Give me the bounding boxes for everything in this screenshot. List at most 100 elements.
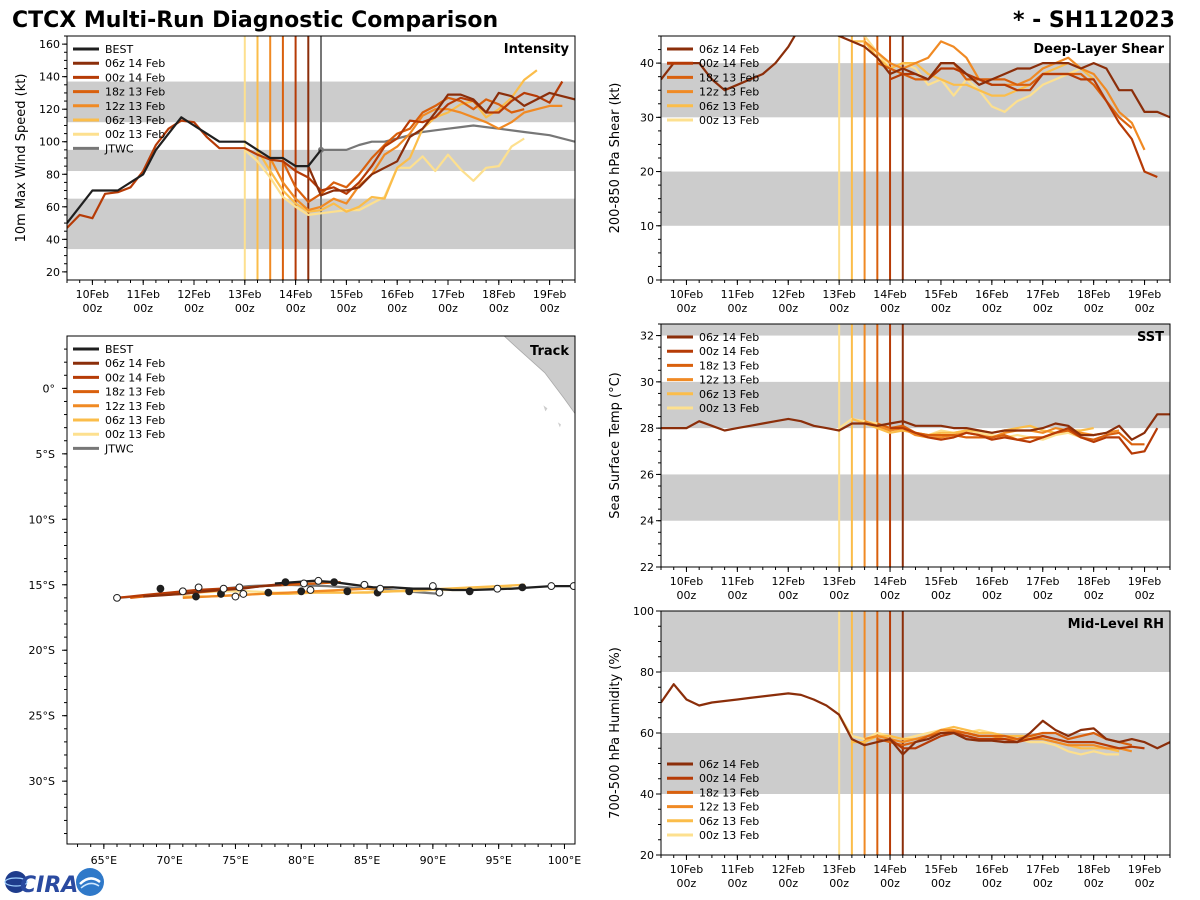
intensity-series-12z-13-feb	[269, 104, 563, 212]
rh-shade-band	[661, 611, 1170, 672]
satellite-badge-icon	[76, 868, 104, 896]
track-position-marker	[465, 587, 474, 596]
intensity-ytick-label: 60	[46, 201, 60, 214]
track-xtick-label: 85°E	[354, 854, 380, 867]
track-ytick-label: 15°S	[29, 579, 55, 592]
intensity-series-jtwc	[321, 124, 575, 151]
shear-panel: 01020304010Feb00z11Feb00z12Feb00z13Feb00…	[608, 35, 1171, 315]
shear-ytick-label: 20	[640, 166, 654, 179]
intensity-ytick-label: 20	[46, 266, 60, 279]
track-position-marker	[493, 584, 502, 593]
sst-panel-title: SST	[1137, 330, 1164, 345]
figure-title: CTCX Multi-Run Diagnostic Comparison	[12, 8, 498, 33]
track-xtick-label: 95°E	[485, 854, 511, 867]
sst-xtick-label: 11Feb	[721, 575, 754, 588]
sst-ytick-label: 32	[640, 330, 654, 343]
shear-xtick-label: 15Feb	[924, 288, 957, 301]
intensity-xtick-label: 12Feb	[177, 288, 210, 301]
track-ytick-label: 0°	[43, 382, 56, 395]
intensity-xtick-sublabel: 00z	[133, 302, 153, 315]
intensity-legend-label-18z-13-feb: 18z 13 Feb	[105, 86, 165, 99]
track-ytick-label: 5°S	[36, 448, 55, 461]
rh-xtick-sublabel: 00z	[829, 877, 849, 890]
sst-xtick-sublabel: 00z	[727, 589, 747, 602]
intensity-xtick-sublabel: 00z	[438, 302, 458, 315]
intensity-ytick-label: 100	[39, 136, 60, 149]
intensity-xtick-label: 18Feb	[482, 288, 515, 301]
shear-xtick-sublabel: 00z	[880, 302, 900, 315]
rh-xtick-sublabel: 00z	[931, 877, 951, 890]
sst-ytick-label: 22	[640, 561, 654, 574]
rh-panel-title: Mid-Level RH	[1068, 617, 1164, 632]
intensity-xtick-label: 17Feb	[431, 288, 464, 301]
storm-id: * - SH112023	[1013, 8, 1175, 33]
track-xtick-label: 90°E	[420, 854, 446, 867]
rh-xtick-sublabel: 00z	[880, 877, 900, 890]
track-position-marker	[219, 584, 228, 593]
intensity-xtick-sublabel: 00z	[235, 302, 255, 315]
rh-ytick-label: 80	[640, 666, 654, 679]
track-legend-label-06z-13-feb: 06z 13 Feb	[105, 414, 165, 427]
intensity-legend-label-00z-13-feb: 00z 13 Feb	[105, 128, 165, 141]
rh-xtick-label: 18Feb	[1077, 863, 1110, 876]
rh-xtick-sublabel: 00z	[677, 877, 697, 890]
intensity-legend-label-jtwc: JTWC	[104, 142, 134, 155]
intensity-xtick-sublabel: 00z	[337, 302, 357, 315]
track-position-marker	[518, 583, 527, 592]
sst-legend-label-00z-13-feb: 00z 13 Feb	[699, 402, 759, 415]
rh-legend-label-00z-14-feb: 00z 14 Feb	[699, 772, 759, 785]
sst-xtick-label: 13Feb	[822, 575, 855, 588]
track-position-marker	[405, 587, 414, 596]
track-position-marker	[330, 578, 339, 587]
track-position-marker	[264, 588, 273, 597]
shear-ytick-label: 10	[640, 220, 654, 233]
sst-panel: 22242628303210Feb00z11Feb00z12Feb00z13Fe…	[608, 323, 1171, 602]
sst-xtick-label: 18Feb	[1077, 575, 1110, 588]
intensity-legend-label-00z-14-feb: 00z 14 Feb	[105, 71, 165, 84]
track-xtick-label: 100°E	[548, 854, 581, 867]
rh-ytick-label: 40	[640, 788, 654, 801]
track-legend-label-18z-13-feb: 18z 13 Feb	[105, 386, 165, 399]
track-position-marker	[156, 584, 165, 593]
intensity-xtick-sublabel: 00z	[387, 302, 407, 315]
intensity-legend-label-06z-14-feb: 06z 14 Feb	[105, 57, 165, 70]
sst-xtick-label: 16Feb	[975, 575, 1008, 588]
intensity-xtick-sublabel: 00z	[540, 302, 560, 315]
intensity-series-06z-14-feb	[307, 91, 575, 197]
intensity-xtick-sublabel: 00z	[286, 302, 306, 315]
track-legend-label-jtwc: JTWC	[104, 442, 134, 455]
rh-xtick-label: 15Feb	[924, 863, 957, 876]
intensity-ytick-label: 160	[39, 38, 60, 51]
shear-panel-title: Deep-Layer Shear	[1033, 42, 1164, 57]
shear-plot-area	[661, 36, 1170, 280]
rh-legend-label-18z-13-feb: 18z 13 Feb	[699, 786, 759, 799]
track-position-marker	[428, 582, 437, 590]
logo-text: CIRA	[20, 873, 78, 898]
shear-ylabel: 200-850 hPa Shear (kt)	[608, 83, 623, 234]
intensity-xtick-label: 14Feb	[279, 288, 312, 301]
intensity-series-06z-13-feb	[256, 69, 538, 213]
sst-xtick-sublabel: 00z	[778, 589, 798, 602]
track-xtick-label: 65°E	[91, 854, 117, 867]
rh-legend-label-00z-13-feb: 00z 13 Feb	[699, 829, 759, 842]
sst-xtick-sublabel: 00z	[829, 589, 849, 602]
rh-legend-label-12z-13-feb: 12z 13 Feb	[699, 801, 759, 814]
sst-xtick-label: 14Feb	[873, 575, 906, 588]
sst-plot-area	[661, 324, 1170, 567]
sst-shade-band	[661, 324, 1170, 336]
intensity-xtick-label: 13Feb	[228, 288, 261, 301]
shear-series-06z-13-feb	[851, 40, 1095, 97]
rh-panel: 2040608010010Feb00z11Feb00z12Feb00z13Feb…	[608, 605, 1171, 890]
intensity-ylabel: 10m Max Wind Speed (kt)	[14, 74, 29, 243]
shear-xtick-sublabel: 00z	[727, 302, 747, 315]
sst-xtick-sublabel: 00z	[982, 589, 1002, 602]
track-position-marker	[113, 593, 121, 602]
sst-ytick-label: 24	[640, 515, 654, 528]
rh-xtick-label: 13Feb	[822, 863, 855, 876]
intensity-xtick-label: 10Feb	[76, 288, 109, 301]
track-xtick-label: 70°E	[156, 854, 182, 867]
